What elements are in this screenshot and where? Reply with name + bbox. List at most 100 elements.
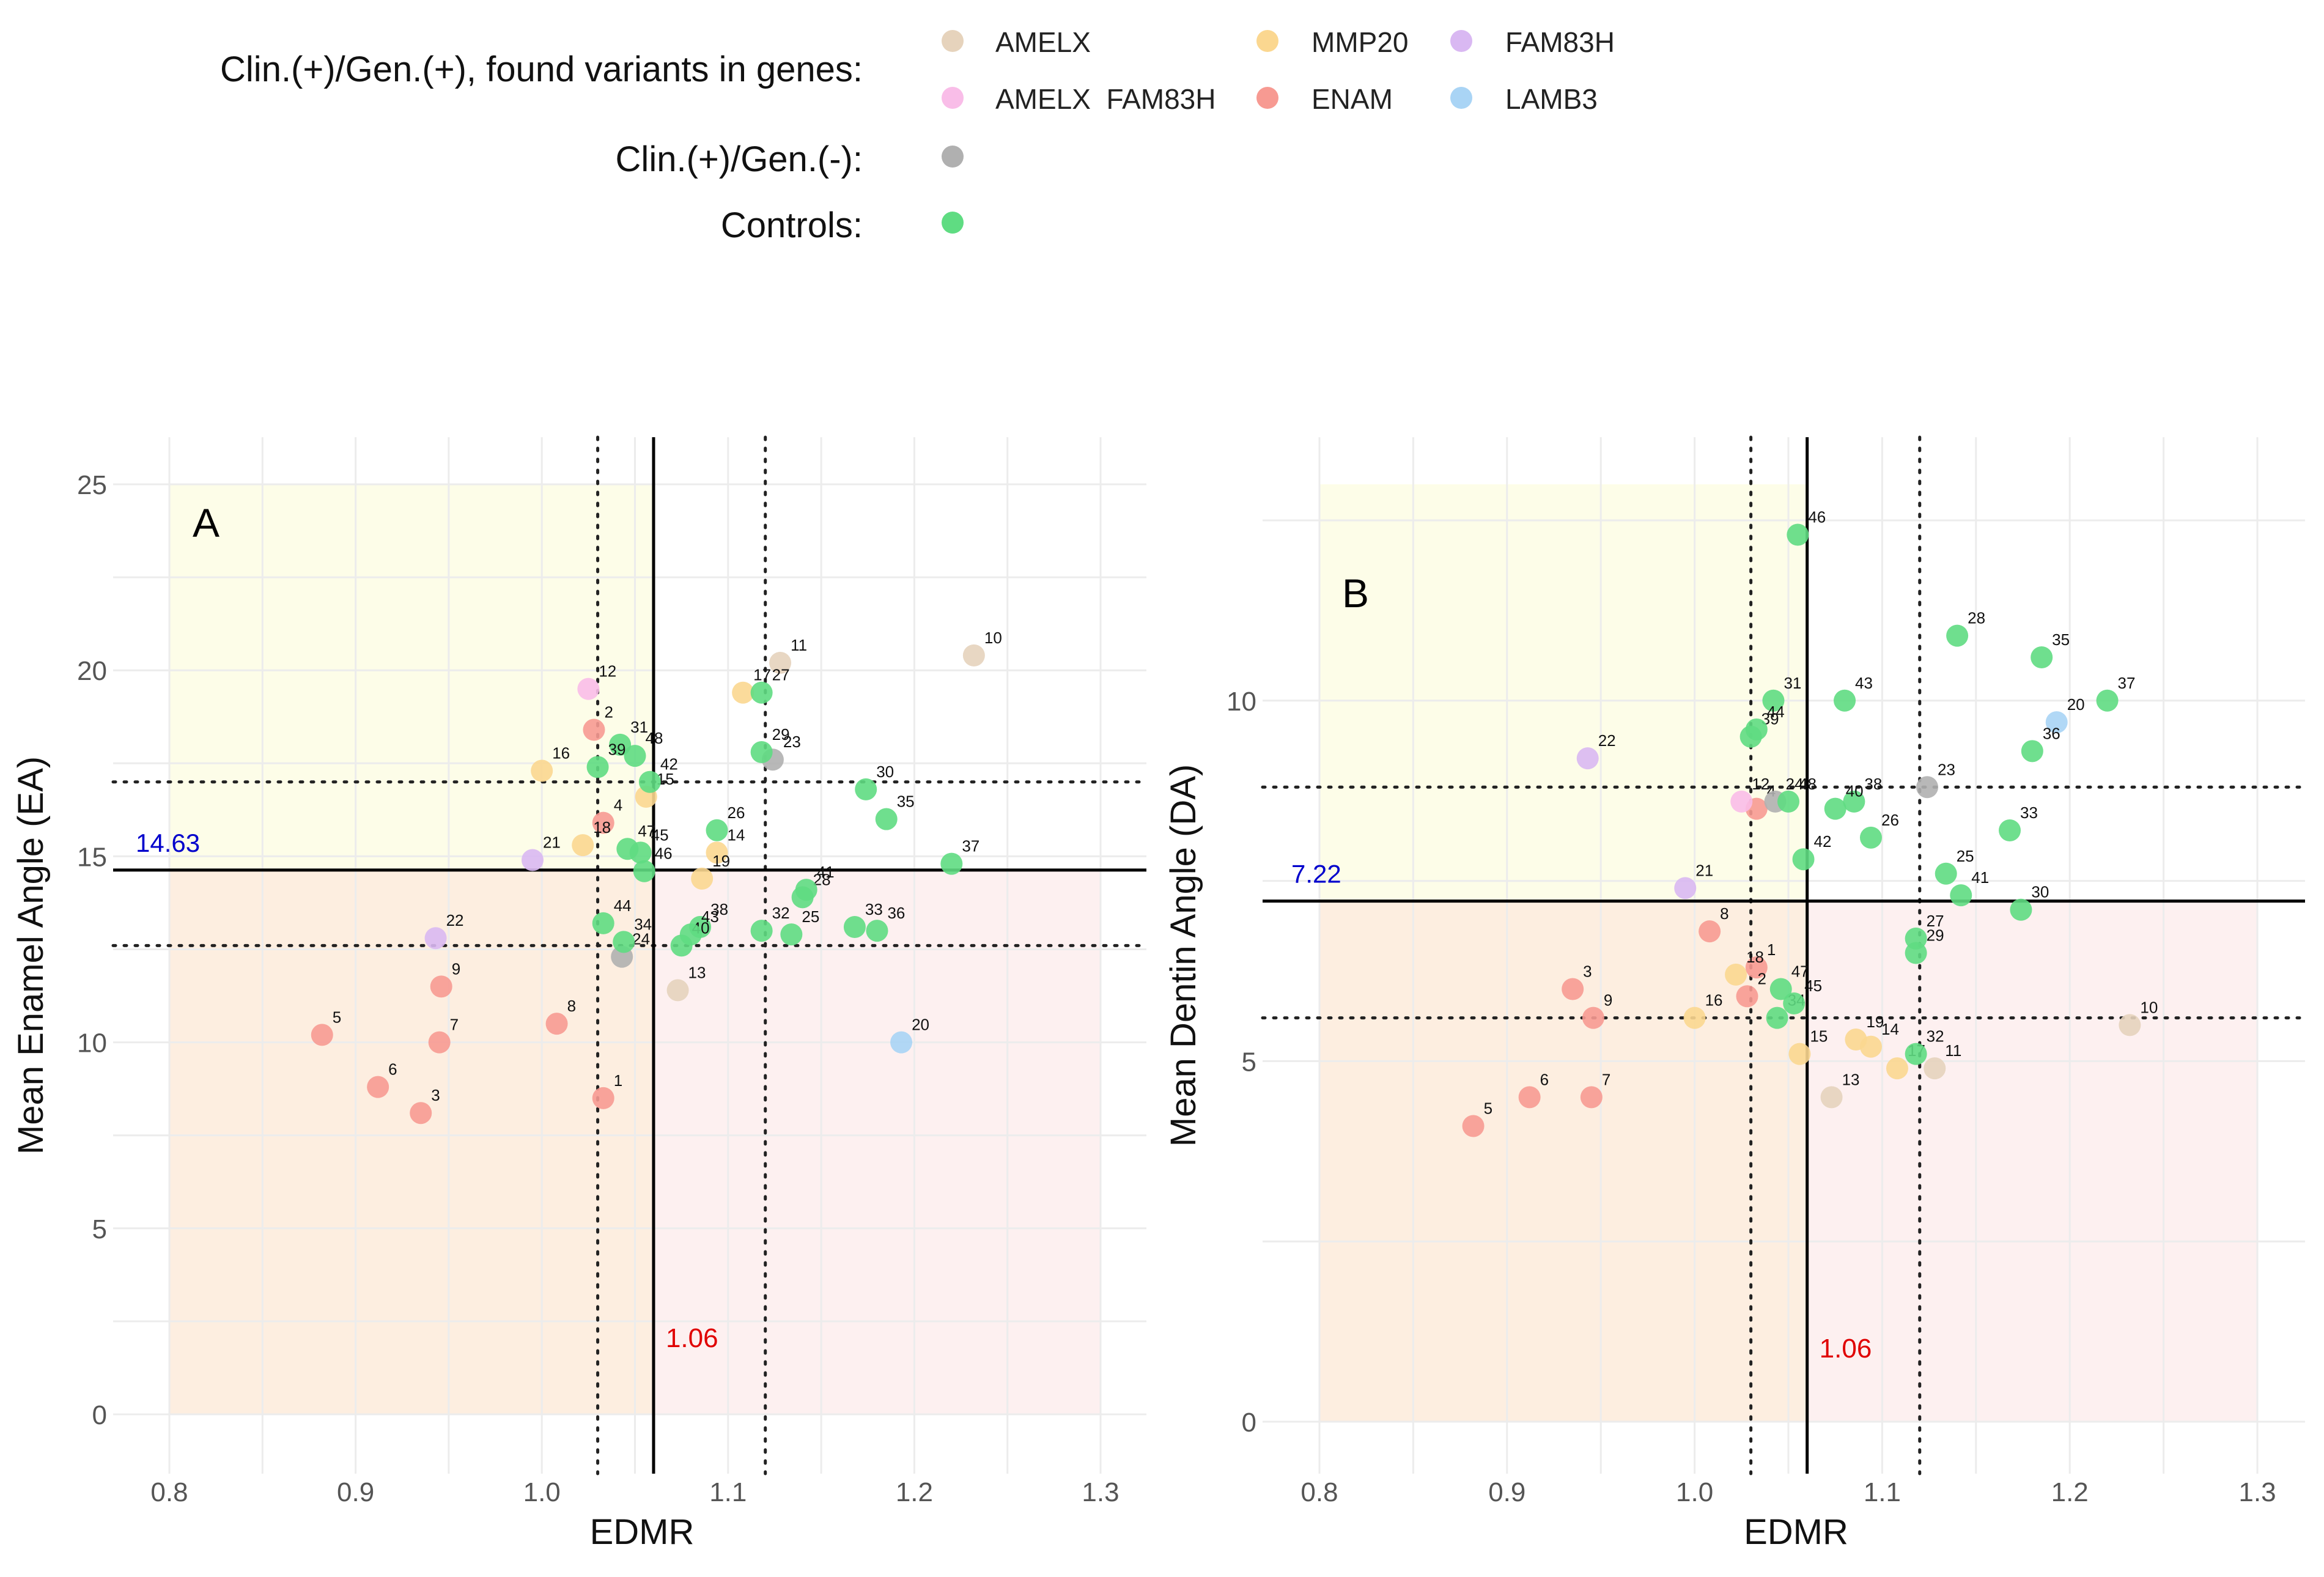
data-point: [616, 838, 639, 860]
data-point: [2021, 740, 2043, 763]
point-label: 11: [1945, 1041, 1961, 1060]
legend-dot-mmp20: [1256, 30, 1278, 52]
x-tick-label: 0.8: [150, 1477, 188, 1507]
point-label: 21: [543, 833, 561, 851]
point-label: 46: [1808, 508, 1826, 526]
legend-dot-amelx: [942, 30, 964, 52]
point-label: 18: [1746, 948, 1764, 966]
point-label: 20: [912, 1016, 929, 1034]
data-point: [424, 927, 447, 950]
point-label: 35: [2052, 630, 2070, 649]
x-axis-title: EDMR: [590, 1512, 695, 1552]
point-label: 13: [688, 963, 706, 981]
data-point: [1946, 624, 1969, 647]
x-axis-title: EDMR: [1744, 1512, 1848, 1552]
data-point: [890, 1031, 913, 1054]
x-tick-label: 1.0: [523, 1477, 561, 1507]
data-point: [1859, 826, 1882, 849]
data-point: [577, 678, 600, 700]
data-point: [843, 915, 866, 938]
y-threshold-label: 7.22: [1291, 860, 1341, 888]
point-label: 6: [1540, 1070, 1549, 1088]
y-tick-label: 5: [92, 1214, 107, 1244]
data-point: [583, 718, 605, 741]
quadrant-upper-left: [169, 484, 654, 870]
data-point: [586, 756, 609, 778]
data-point: [531, 759, 553, 782]
point-label: 28: [1968, 609, 1985, 627]
point-label: 26: [728, 803, 745, 822]
y-tick-label: 0: [92, 1400, 107, 1430]
data-point: [1745, 718, 1768, 740]
data-point: [1905, 1043, 1927, 1065]
point-label: 33: [865, 900, 883, 918]
x-threshold-label: 1.06: [666, 1323, 718, 1353]
x-tick-label: 1.1: [709, 1477, 747, 1507]
y-tick-label: 5: [1242, 1047, 1256, 1077]
point-label: 1: [614, 1071, 622, 1090]
x-tick-label: 0.8: [1300, 1477, 1338, 1507]
point-label: 24: [1786, 775, 1804, 793]
data-point: [1999, 819, 2021, 842]
point-label: 37: [2118, 674, 2136, 692]
legend-label-enam: ENAM: [1311, 83, 1393, 115]
point-label: 44: [1767, 703, 1785, 721]
x-tick-label: 0.9: [1488, 1477, 1525, 1507]
x-tick-label: 1.1: [1864, 1477, 1901, 1507]
x-tick-label: 1.2: [2051, 1477, 2089, 1507]
legend-label-amelx-fam83h: AMELX FAM83H: [995, 83, 1216, 115]
point-label: 31: [630, 718, 648, 736]
point-label: 47: [638, 822, 655, 840]
data-point: [592, 1087, 614, 1109]
y-tick-label: 20: [77, 656, 107, 686]
point-label: 42: [660, 755, 678, 774]
data-point: [428, 1031, 451, 1054]
point-label: 5: [1484, 1099, 1492, 1118]
data-point: [795, 879, 817, 901]
x-threshold-label: 1.06: [1820, 1334, 1872, 1364]
legend-dot-controls: [942, 212, 964, 234]
data-point: [638, 770, 661, 793]
legend-label-lamb3: LAMB3: [1505, 83, 1598, 115]
legend-dot-enam: [1256, 87, 1278, 109]
data-point: [1699, 920, 1721, 943]
data-point: [1787, 523, 1809, 546]
legend-dot-lamb3: [1450, 87, 1472, 109]
data-point: [780, 923, 803, 946]
y-tick-label: 25: [77, 470, 107, 500]
data-point: [545, 1013, 568, 1035]
data-point: [1762, 689, 1785, 712]
data-point: [1886, 1057, 1908, 1080]
point-label: 27: [1927, 912, 1944, 930]
point-label: 7: [1602, 1070, 1610, 1088]
data-point: [2010, 898, 2032, 921]
data-point: [1562, 978, 1584, 1000]
point-label: 1: [1767, 940, 1776, 959]
point-label: 5: [333, 1008, 341, 1026]
quadrant-lower-right: [1807, 901, 2257, 1422]
panel-B: 0.8 0.9 1.0 1.1 1.2 1.3 0 5 10 EDMR Mean Dentin An…: [1164, 435, 2307, 1552]
data-point: [1730, 790, 1753, 813]
legend: Clin.(+)/Gen.(+), found variants in gene…: [0, 0, 2324, 257]
point-label: 26: [1881, 811, 1899, 829]
point-label: 22: [1598, 731, 1616, 750]
point-label: 32: [1927, 1027, 1944, 1046]
data-point: [750, 681, 773, 704]
data-point: [1820, 1086, 1843, 1109]
data-point: [679, 923, 702, 946]
data-point: [1843, 790, 1865, 813]
point-label: 4: [614, 796, 622, 814]
point-label: 14: [728, 825, 745, 844]
data-point: [1580, 1086, 1603, 1109]
data-point: [1792, 848, 1815, 871]
x-tick-label: 1.0: [1676, 1477, 1713, 1507]
point-label: 36: [887, 904, 905, 922]
point-label: 48: [1799, 775, 1817, 793]
point-label: 9: [452, 959, 460, 978]
point-label: 38: [1864, 775, 1882, 793]
point-label: 41: [817, 863, 835, 881]
point-label: 27: [772, 666, 790, 684]
data-point: [430, 975, 452, 998]
point-label: 12: [599, 662, 616, 681]
point-label: 45: [1804, 977, 1822, 995]
